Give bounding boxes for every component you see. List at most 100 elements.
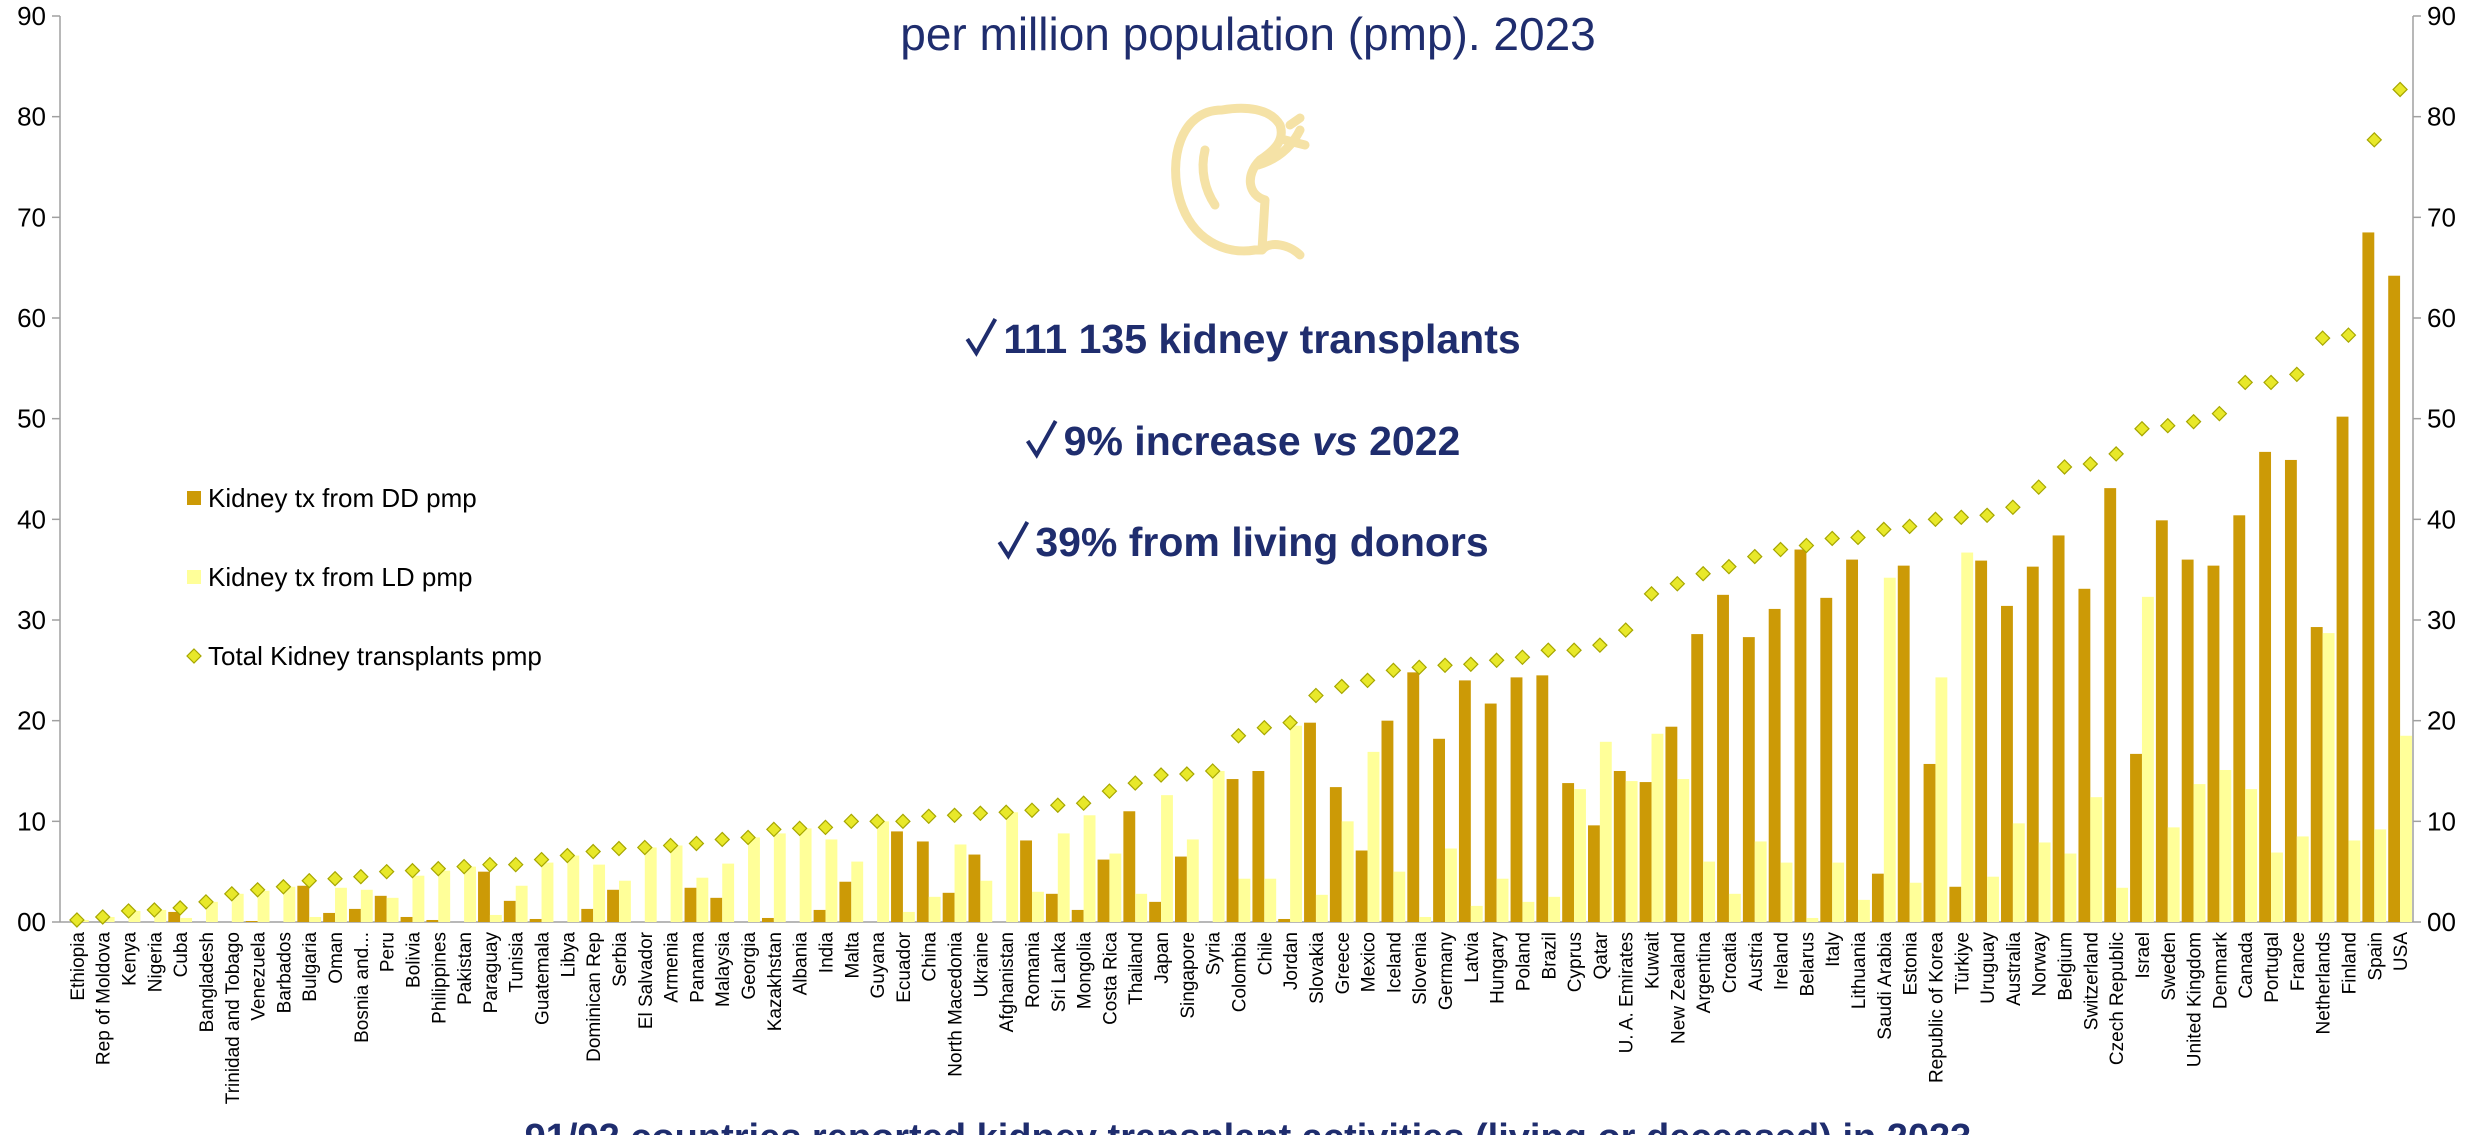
total-marker bbox=[559, 847, 576, 864]
x-tick-label: Ukraine bbox=[971, 932, 992, 997]
x-tick-label: Paraguay bbox=[481, 932, 502, 1014]
total-marker bbox=[249, 881, 266, 898]
bar bbox=[2271, 852, 2283, 922]
bar bbox=[1470, 905, 1483, 922]
bar bbox=[1677, 779, 1690, 922]
bar bbox=[374, 895, 387, 922]
y2-tick-label: 60 bbox=[2427, 303, 2456, 333]
total-marker bbox=[1101, 783, 1118, 799]
bar bbox=[877, 821, 889, 922]
x-tick-label: Hungary bbox=[1488, 932, 1509, 1004]
bar bbox=[541, 862, 554, 922]
bar bbox=[1355, 850, 1368, 922]
bar bbox=[1149, 901, 1162, 922]
bar bbox=[257, 890, 270, 922]
total-marker bbox=[2030, 479, 2047, 495]
y-tick-label: 70 bbox=[17, 202, 46, 232]
bar bbox=[2284, 459, 2297, 922]
legend-swatch bbox=[187, 491, 201, 505]
x-tick-label: Ecuador bbox=[894, 931, 915, 1002]
total-marker bbox=[998, 804, 1015, 821]
bar bbox=[2038, 842, 2051, 922]
legend-label: Kidney tx from DD pmp bbox=[208, 483, 477, 513]
bar bbox=[102, 916, 115, 922]
x-tick-label: Nigeria bbox=[145, 932, 166, 993]
x-tick-label: North Macedonia bbox=[946, 932, 967, 1077]
total-marker bbox=[1953, 509, 1970, 526]
x-tick-label: USA bbox=[2391, 932, 2412, 971]
x-tick-label: Uruguay bbox=[1978, 932, 1999, 1004]
x-tick-label: Venezuela bbox=[249, 932, 270, 1021]
bar bbox=[954, 844, 967, 922]
total-marker bbox=[482, 856, 498, 873]
bar bbox=[309, 916, 322, 922]
annotation-part: 39% from living donors bbox=[1035, 519, 1488, 565]
total-marker bbox=[2340, 327, 2357, 343]
bar bbox=[2348, 840, 2361, 922]
total-marker bbox=[1179, 766, 1195, 782]
bar bbox=[1445, 848, 1457, 922]
x-tick-label: United Kingdom bbox=[2185, 932, 2206, 1067]
bar bbox=[1935, 677, 1948, 922]
bar bbox=[231, 893, 244, 922]
bar bbox=[1031, 891, 1044, 922]
total-marker bbox=[972, 805, 989, 822]
total-marker bbox=[275, 878, 292, 895]
x-tick-label: Kazakhstan bbox=[765, 932, 786, 1031]
total-marker bbox=[2005, 499, 2021, 516]
bar bbox=[168, 911, 181, 922]
bar bbox=[1651, 733, 1664, 922]
y2-tick-label: 00 bbox=[2427, 907, 2456, 937]
total-marker bbox=[1695, 565, 1711, 582]
bar bbox=[2219, 769, 2232, 922]
x-tick-label: India bbox=[816, 932, 837, 974]
x-tick-label: Bosnia and... bbox=[352, 932, 373, 1043]
x-tick-label: Rep of Moldova bbox=[94, 932, 115, 1066]
legend-swatch bbox=[187, 570, 201, 584]
total-marker bbox=[1230, 727, 1247, 744]
bar bbox=[1923, 763, 1936, 922]
x-tick-label: Romania bbox=[1023, 932, 1044, 1008]
bar bbox=[1820, 597, 1833, 922]
total-marker bbox=[404, 862, 421, 879]
plot: 00 10 20 30 40 50 60 70 80 90 00 10 20 30 40 50 60 70 80 90… bbox=[17, 1, 2456, 1104]
total-marker bbox=[507, 856, 524, 873]
x-tick-label: Netherlands bbox=[2314, 932, 2335, 1034]
annotation-part: 9% increase bbox=[1064, 418, 1312, 464]
x-tick-label: Slovakia bbox=[1307, 932, 1328, 1004]
x-tick-label: Ethiopia bbox=[68, 932, 89, 1001]
bar bbox=[618, 880, 631, 922]
x-tick-label: Qatar bbox=[1591, 931, 1612, 979]
total-marker bbox=[791, 820, 808, 837]
y-tick-label: 60 bbox=[17, 303, 46, 333]
y2-tick-label: 10 bbox=[2427, 806, 2456, 836]
total-marker bbox=[378, 863, 395, 880]
y-tick-label: 40 bbox=[17, 504, 46, 534]
check-icon bbox=[965, 318, 998, 357]
total-marker bbox=[843, 813, 860, 830]
bar bbox=[1780, 862, 1793, 922]
total-marker bbox=[353, 868, 369, 885]
bar bbox=[1846, 559, 1859, 922]
x-tick-label: Pakistan bbox=[455, 932, 476, 1005]
total-marker bbox=[585, 843, 602, 860]
legend-label: Kidney tx from LD pmp bbox=[208, 562, 472, 592]
bar bbox=[2001, 605, 2013, 922]
total-marker bbox=[1592, 637, 1608, 654]
bar bbox=[1794, 549, 1807, 922]
bar bbox=[644, 847, 657, 922]
bar bbox=[2026, 566, 2039, 922]
total-marker bbox=[2366, 131, 2383, 148]
bar bbox=[1433, 738, 1446, 922]
x-tick-label: Mexico bbox=[1359, 932, 1380, 992]
y-tick-label: 90 bbox=[17, 1, 46, 31]
x-tick-label: Latvia bbox=[1462, 932, 1483, 983]
total-marker bbox=[430, 860, 447, 877]
bar bbox=[1639, 782, 1652, 922]
bar bbox=[400, 916, 413, 922]
bar bbox=[335, 887, 347, 922]
kidney-icon bbox=[1171, 103, 1310, 260]
bar bbox=[1315, 894, 1328, 922]
x-tick-label: Türkiye bbox=[1952, 932, 1973, 994]
x-tick-label: Albania bbox=[791, 932, 812, 996]
